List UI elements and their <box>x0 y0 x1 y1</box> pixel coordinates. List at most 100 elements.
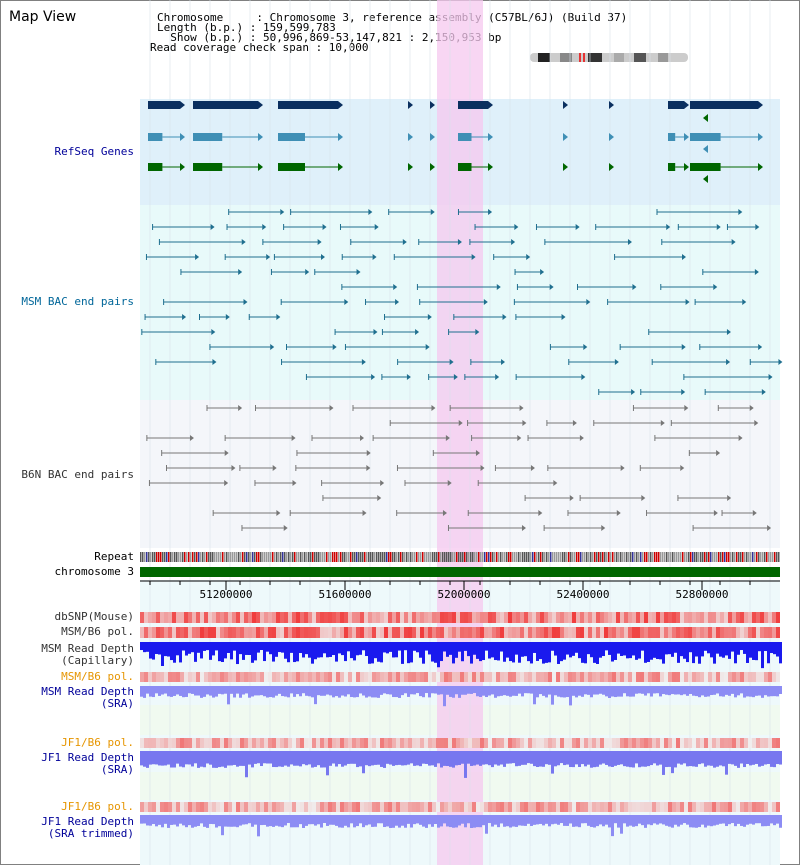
repeat-mark <box>644 552 646 562</box>
jf1-depth-trim-bar <box>542 815 545 826</box>
jf1-pol2-cell <box>364 802 368 812</box>
msm-depth-capillary-bar <box>395 642 398 658</box>
msm-pol-cell <box>504 627 508 638</box>
jf1-depth-sra-bar <box>635 751 638 764</box>
dbsnp-cell <box>288 612 292 623</box>
msm-pol2-cell <box>652 672 656 682</box>
jf1-pol2-cell <box>368 802 372 812</box>
repeat-mark <box>424 552 426 562</box>
msm-pol-cell <box>152 627 156 638</box>
msm-depth-sra-bar <box>746 686 749 697</box>
jf1-depth-trim-bar <box>200 815 203 824</box>
dbsnp-cell <box>260 612 264 623</box>
jf1-depth-sra-bar <box>257 751 260 764</box>
repeat-mark <box>236 552 238 562</box>
msm-depth-sra-bar <box>215 686 218 697</box>
msm-pol2-cell <box>688 672 692 682</box>
jf1-depth-sra-bar <box>338 751 341 765</box>
repeat-mark <box>198 552 200 562</box>
msm-depth-sra-bar <box>155 686 158 694</box>
dbsnp-cell <box>764 612 768 623</box>
jf1-pol2-cell <box>604 802 608 812</box>
msm-depth-capillary-bar <box>755 642 758 661</box>
msm-depth-sra-bar <box>440 686 443 695</box>
msm-depth-capillary-bar <box>236 642 239 665</box>
msm-depth-sra-bar <box>281 686 284 697</box>
msm-depth-capillary-bar <box>551 642 554 651</box>
msm-pol-cell <box>240 627 244 638</box>
label-repeat: Repeat <box>94 550 134 563</box>
jf1-depth-sra-bar <box>647 751 650 767</box>
b6n-bac-pair <box>569 495 574 501</box>
repeat-mark <box>638 552 640 562</box>
msm-depth-sra-bar <box>425 686 428 694</box>
jf1-pol2-cell <box>516 802 520 812</box>
repeat-mark <box>408 552 410 562</box>
jf1-depth-trim-bar <box>758 815 761 824</box>
jf1-depth-sra-bar <box>176 751 179 764</box>
jf1-pol2-cell <box>296 802 300 812</box>
jf1-pol-cell <box>652 738 656 748</box>
msm-pol2-cell <box>560 672 564 682</box>
jf1-depth-trim-bar <box>560 815 563 824</box>
repeat-mark <box>666 552 668 562</box>
jf1-depth-trim-bar <box>548 815 551 827</box>
jf1-pol2-cell <box>448 802 452 812</box>
msm-depth-sra-bar <box>368 686 371 697</box>
msm-pol-cell <box>148 627 152 638</box>
msm-depth-sra-bar <box>413 686 416 695</box>
jf1-depth-trim-bar <box>650 815 653 826</box>
msm-pol-cell <box>460 627 464 638</box>
jf1-depth-trim-bar <box>248 815 251 824</box>
jf1-depth-sra-bar <box>284 751 287 766</box>
jf1-pol-cell <box>588 738 592 748</box>
jf1-depth-sra-bar <box>449 751 452 767</box>
repeat-mark <box>742 552 744 562</box>
gene-arrow <box>758 101 763 109</box>
jf1-depth-sra-bar <box>320 751 323 768</box>
msm-pol-cell <box>464 627 468 638</box>
repeat-mark <box>146 552 148 562</box>
msm-pol-cell <box>540 627 544 638</box>
jf1-pol-cell <box>192 738 196 748</box>
b6n-bac-pair <box>366 465 371 471</box>
dbsnp-cell <box>760 612 764 623</box>
msm-depth-capillary-bar <box>518 642 521 663</box>
dbsnp-cell <box>568 612 572 623</box>
jf1-depth-sra-bar <box>218 751 221 768</box>
dbsnp-cell <box>156 612 160 623</box>
jf1-pol-cell <box>424 738 428 748</box>
jf1-depth-sra-bar <box>677 751 680 764</box>
msm-depth-sra-bar <box>698 686 701 698</box>
msm-pol-cell <box>584 627 588 638</box>
msm-depth-capillary-bar <box>281 642 284 653</box>
msm-depth-capillary-bar <box>347 642 350 652</box>
jf1-depth-trim-bar <box>326 815 329 826</box>
msm-pol2-cell <box>572 672 576 682</box>
repeat-mark <box>634 552 636 562</box>
repeat-mark <box>418 552 420 562</box>
jf1-depth-sra-bar <box>662 751 665 775</box>
msm-pol2-cell <box>576 672 580 682</box>
msm-depth-sra-bar <box>647 686 650 694</box>
jf1-depth-sra-bar <box>740 751 743 764</box>
msm-depth-capillary-bar <box>611 642 614 662</box>
repeat-mark <box>702 552 704 562</box>
jf1-pol-cell <box>216 738 220 748</box>
repeat-mark <box>238 552 240 562</box>
dbsnp-cell <box>668 612 672 623</box>
msm-pol2-cell <box>524 672 528 682</box>
msm-pol-cell <box>256 627 260 638</box>
msm-depth-sra-bar <box>203 686 206 697</box>
jf1-depth-sra-bar <box>434 751 437 767</box>
msm-depth-sra-bar <box>173 686 176 696</box>
msm-pol2-cell <box>276 672 280 682</box>
msm-pol2-cell <box>668 672 672 682</box>
jf1-pol-cell <box>204 738 208 748</box>
chromosome-ideogram[interactable] <box>530 53 688 62</box>
b6n-bac-pair <box>231 465 236 471</box>
repeat-mark <box>512 552 514 562</box>
dbsnp-cell <box>684 612 688 623</box>
jf1-depth-trim-bar <box>668 815 671 827</box>
